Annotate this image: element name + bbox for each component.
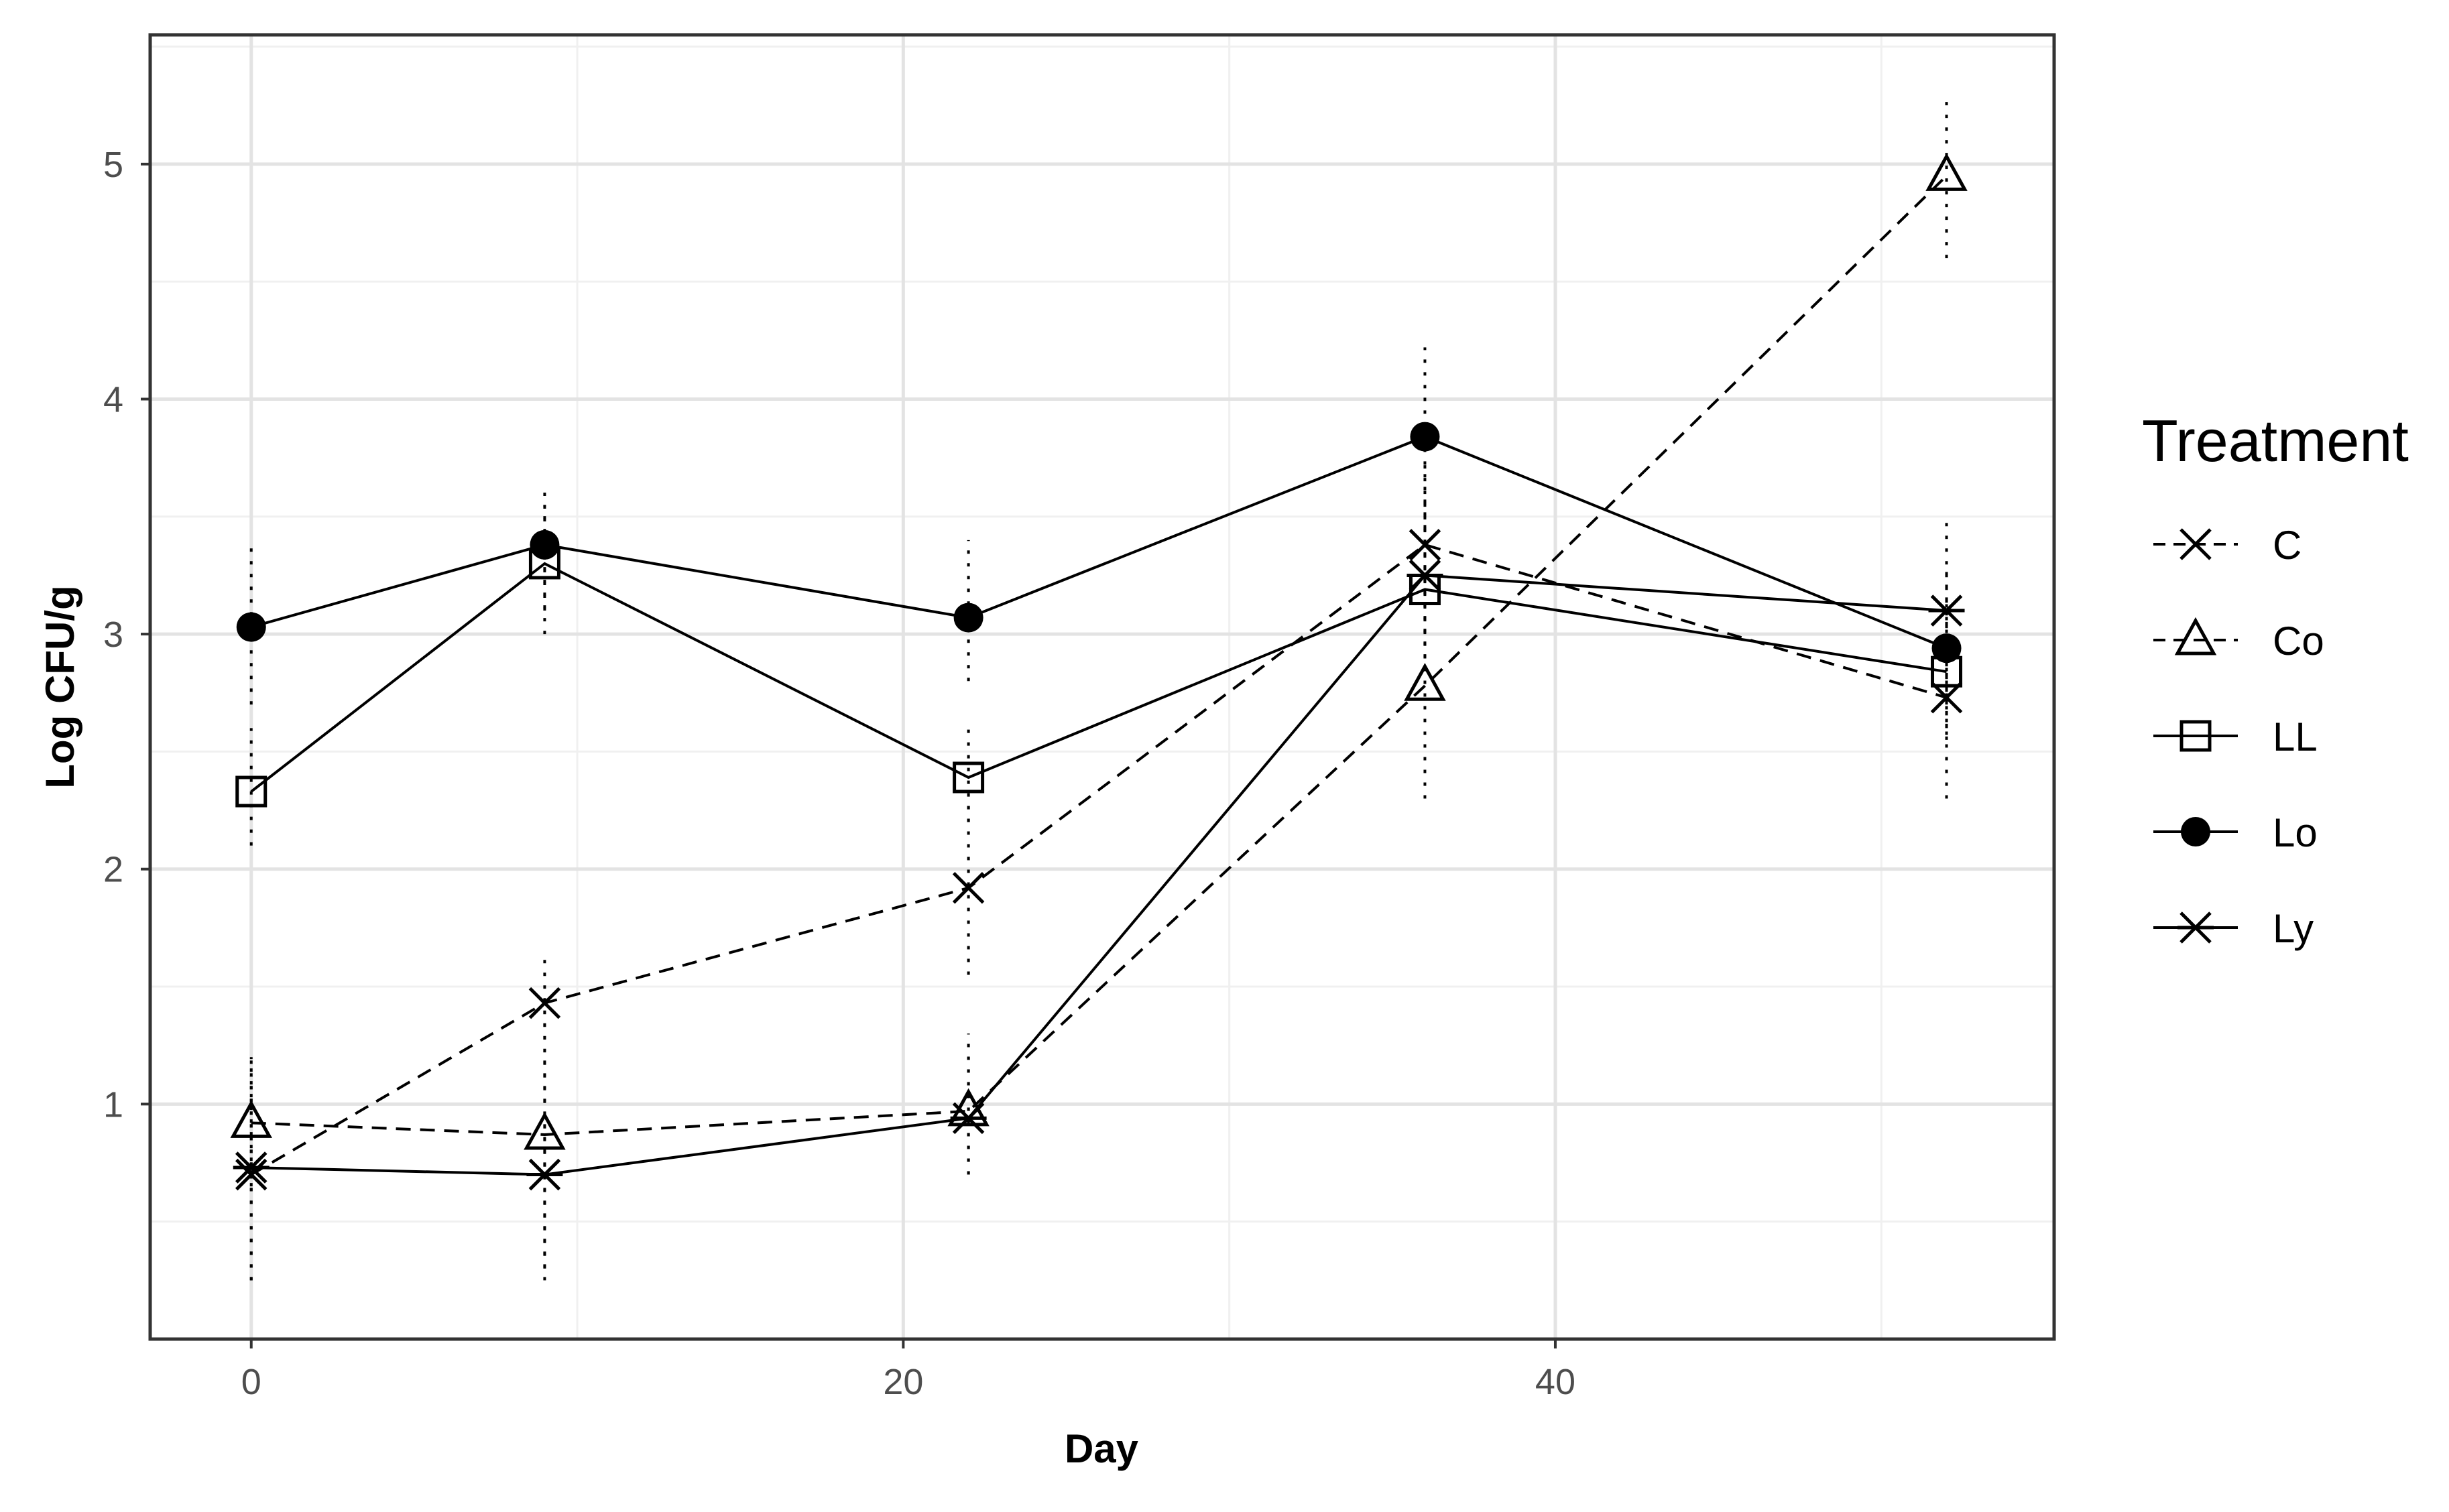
point-lo [1410,422,1440,452]
legend: Treatment C Co LL Lo Ly [2142,407,2409,951]
legend-item-ly: Ly [2153,906,2314,951]
legend-label-c: C [2273,523,2302,568]
x-tick-label: 40 [1535,1362,1575,1402]
legend-key-marker-lo [2181,817,2210,846]
point-ly [950,1102,987,1135]
legend-label-lo: Lo [2273,810,2318,855]
point-ll [953,761,985,794]
grid-layer [150,35,2054,1339]
point-c [1930,682,1963,714]
legend-label-co: Co [2273,619,2324,664]
legend-item-lo: Lo [2153,810,2318,855]
legend-key-marker-ll [2179,720,2212,752]
series-line-ll [250,562,1947,793]
point-ly [526,1158,563,1191]
series-markers [230,153,1968,1191]
point-c [1409,529,1441,561]
y-tick-label: 1 [103,1084,123,1125]
legend-title: Treatment [2142,407,2409,474]
legend-key-marker-ly [2177,911,2214,944]
point-c [952,872,985,904]
legend-label-ll: LL [2273,714,2318,759]
point-ly [1407,559,1443,592]
x-tick-label: 0 [241,1362,261,1402]
legend-key-marker-co [2174,617,2217,655]
point-c [235,1158,267,1191]
series-line-co [251,174,1948,1136]
legend-label-ly: Ly [2273,906,2314,951]
legend-item-co: Co [2153,617,2324,664]
point-lo [236,612,266,642]
y-tick-label: 4 [103,379,123,420]
y-tick-label: 5 [103,145,123,185]
point-c [528,987,561,1019]
legend-item-c: C [2153,523,2302,568]
legend-item-ll: LL [2153,714,2318,759]
point-lo [1931,633,1962,664]
point-ly [1928,594,1965,627]
point-co [1404,663,1446,701]
point-lo [530,529,560,560]
legend-items: C Co LL Lo Ly [2153,523,2324,951]
point-co [1925,153,1968,191]
legend-key-marker-c [2179,528,2212,560]
axes: 0 20 40 1 2 3 4 5 [103,145,1575,1402]
y-tick-label: 3 [103,615,123,655]
x-axis-title: Day [1065,1426,1139,1471]
point-co [524,1111,566,1150]
plot-panel-border [148,33,2056,1341]
point-lo [953,603,983,633]
point-ly [233,1151,270,1184]
y-axis-title: Log CFU/g [38,585,82,788]
point-co [230,1100,272,1138]
x-tick-label: 20 [883,1362,923,1402]
y-tick-label: 2 [103,850,123,890]
point-ll [235,775,267,808]
